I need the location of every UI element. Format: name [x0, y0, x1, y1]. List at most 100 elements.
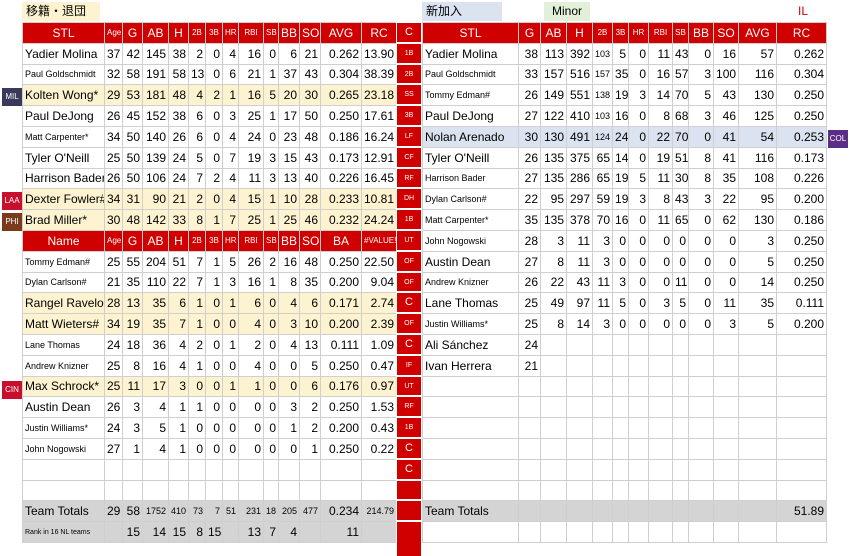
table-cell: 0	[628, 292, 650, 315]
table-cell: 70	[672, 84, 690, 107]
table-cell: 5	[688, 84, 715, 107]
table-cell: 0	[713, 250, 740, 273]
table-cell: 0.234	[320, 500, 362, 523]
table-cell: 3	[738, 229, 778, 252]
table-cell: 25	[238, 209, 264, 231]
table-cell: 5	[672, 292, 690, 315]
table-cell: 0.47	[361, 354, 397, 377]
table-cell	[540, 417, 568, 439]
table-cell: 13	[188, 63, 206, 86]
table-cell: 40	[299, 167, 321, 190]
table-cell	[592, 333, 614, 356]
table-cell: 0	[688, 250, 715, 273]
table-cell: 46	[299, 209, 321, 231]
table-cell: 5	[142, 417, 169, 439]
table-cell	[776, 396, 828, 419]
table-cell	[628, 375, 650, 398]
table-cell: 58	[122, 500, 143, 523]
table-cell: 0	[278, 437, 300, 460]
table-cell	[421, 458, 520, 481]
table-cell: Harrison Bader	[22, 167, 105, 190]
table-cell: 3	[648, 292, 674, 315]
table-cell	[612, 354, 630, 377]
table-row: Brad Miller* 30 48 142 33 8 1 7 25 1 25 46 0.232 24.2…	[22, 209, 397, 231]
table-cell: 18	[122, 333, 143, 356]
table-cell	[628, 479, 650, 502]
table-cell	[738, 333, 778, 356]
table-row	[421, 479, 828, 502]
table-cell: 0.200	[776, 188, 828, 211]
table-cell: 1	[263, 209, 279, 231]
table-cell: 7	[205, 500, 223, 523]
table-cell	[688, 354, 715, 377]
table-cell: Andrew Knizner	[22, 354, 105, 377]
table-cell	[648, 521, 674, 543]
table-cell: 0	[628, 250, 650, 273]
table-cell: 0	[672, 229, 690, 252]
table-cell: 0	[648, 313, 674, 335]
table-cell: 0	[628, 146, 650, 169]
table-cell	[612, 333, 630, 356]
minor-label: Minor	[544, 2, 590, 21]
table-cell: 50	[122, 146, 143, 169]
position-cell: OF	[396, 250, 422, 272]
table-cell	[648, 479, 674, 502]
table-cell: 0.253	[776, 125, 828, 148]
table-cell: 16	[238, 42, 264, 65]
table-cell: 1	[205, 250, 223, 273]
table-cell: 4	[168, 354, 189, 377]
table-cell: 0.186	[776, 209, 828, 231]
table-cell: 3	[540, 229, 568, 252]
table-cell: 1	[188, 313, 206, 335]
table-cell: 1	[263, 188, 279, 211]
table-cell: 0	[628, 42, 650, 65]
table-cell: 0.262	[320, 42, 362, 65]
table-cell: 1	[222, 84, 239, 107]
table-cell: 59	[592, 188, 614, 211]
table-cell: 1	[168, 396, 189, 419]
table-cell: 1	[205, 209, 223, 231]
table-cell: 48	[299, 125, 321, 148]
table-cell: RBI	[648, 22, 674, 44]
table-cell: H	[168, 22, 189, 44]
table-cell: G	[122, 22, 143, 44]
table-cell	[713, 479, 740, 502]
position-cell	[396, 500, 422, 522]
table-cell	[540, 437, 568, 460]
table-cell: 3	[278, 396, 300, 419]
table-cell: 0	[205, 437, 223, 460]
table-cell	[688, 458, 715, 481]
table-cell: 19	[612, 167, 630, 190]
table-cell: 477	[299, 500, 321, 523]
table-cell: 11	[592, 271, 614, 294]
position-cell	[396, 479, 422, 501]
table-cell	[738, 521, 778, 543]
table-cell	[713, 500, 740, 523]
table-cell: 19	[238, 146, 264, 169]
table-cell: 0	[205, 63, 223, 86]
table-cell: 26	[238, 250, 264, 273]
table-cell	[776, 375, 828, 398]
table-cell: Justin Williams*	[421, 313, 520, 335]
table-cell: 0	[612, 250, 630, 273]
table-cell: 28	[518, 229, 542, 252]
table-cell: 1	[263, 105, 279, 127]
table-cell: 6	[188, 125, 206, 148]
table-cell: 21	[104, 271, 123, 294]
table-cell: 3	[122, 417, 143, 439]
table-cell: Dexter Fowler#	[22, 188, 105, 211]
table-row: STL Age G AB H 2B 3B HR RBI SB BB SO AVG RC	[22, 22, 397, 44]
table-cell	[738, 437, 778, 460]
table-cell: 19	[612, 84, 630, 107]
table-cell: 0.250	[320, 105, 362, 127]
table-cell: 51	[672, 146, 690, 169]
table-cell: 0	[238, 417, 264, 439]
table-cell: 139	[142, 146, 169, 169]
position-cell: RF	[396, 167, 422, 189]
table-cell: 11	[122, 375, 143, 398]
table-cell: 26	[518, 84, 542, 107]
table-cell: AVG	[320, 22, 362, 44]
table-cell: 0	[628, 271, 650, 294]
table-cell: 24	[168, 146, 189, 169]
table-cell: 0	[612, 313, 630, 335]
